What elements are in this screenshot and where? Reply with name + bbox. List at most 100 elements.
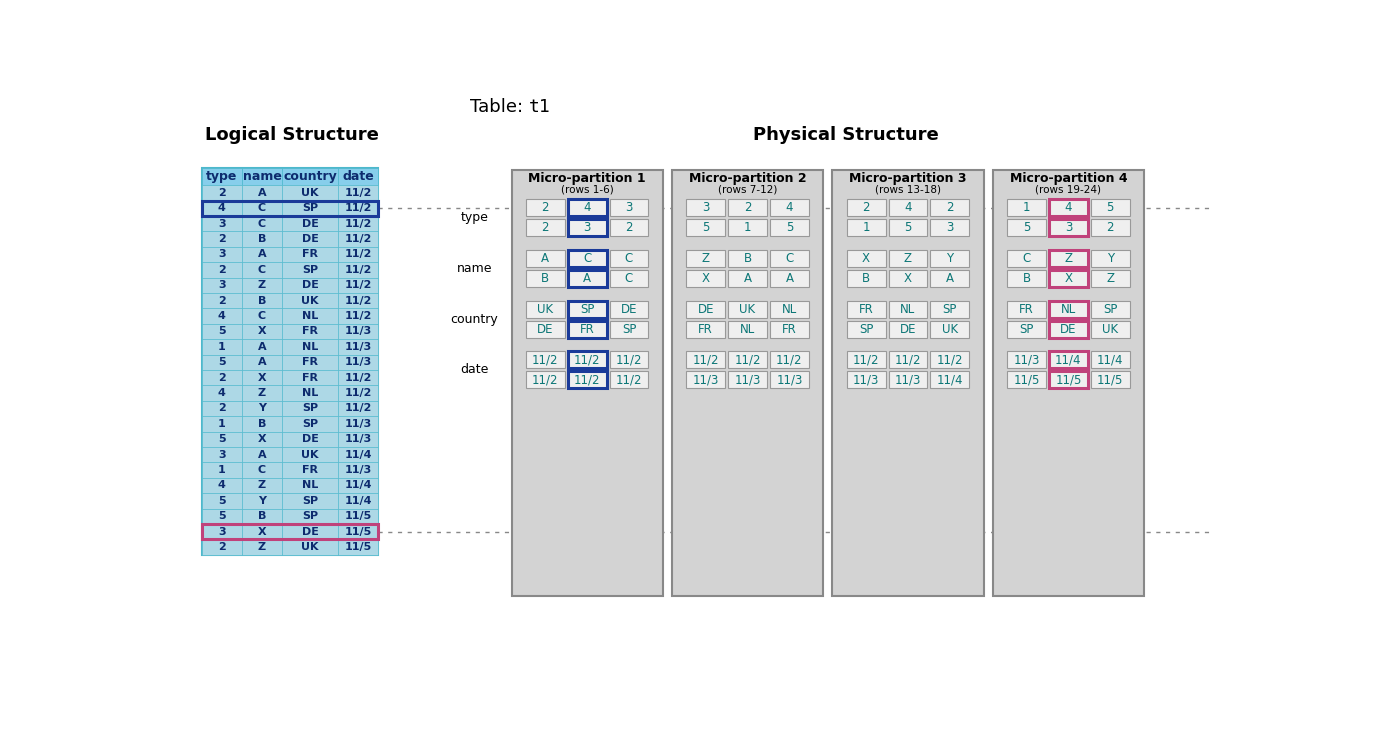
Text: 11/4: 11/4 <box>344 450 372 459</box>
Bar <box>728 301 767 318</box>
Bar <box>1007 199 1047 216</box>
Text: DE: DE <box>899 322 916 335</box>
Bar <box>770 219 808 236</box>
Text: 11/2: 11/2 <box>532 374 559 386</box>
Text: 11/4: 11/4 <box>344 480 372 490</box>
Text: A: A <box>744 272 752 285</box>
Bar <box>282 385 337 401</box>
Text: 5: 5 <box>702 221 709 234</box>
Bar <box>242 355 282 370</box>
Bar <box>282 262 337 277</box>
Text: X: X <box>257 327 266 336</box>
Bar <box>770 199 808 216</box>
Text: 3: 3 <box>584 221 591 234</box>
Text: 11/2: 11/2 <box>344 188 372 197</box>
Text: Z: Z <box>257 388 266 398</box>
Bar <box>1049 371 1088 388</box>
Bar <box>931 371 969 388</box>
Text: country: country <box>450 313 498 326</box>
Text: 3: 3 <box>218 526 226 537</box>
Text: DE: DE <box>698 302 713 316</box>
Bar <box>847 199 885 216</box>
Text: SP: SP <box>859 322 873 335</box>
Text: C: C <box>257 203 266 213</box>
Bar <box>770 301 808 318</box>
Text: 3: 3 <box>946 221 953 234</box>
Text: 4: 4 <box>905 201 912 214</box>
Bar <box>770 250 808 266</box>
Text: 11/2: 11/2 <box>616 353 642 366</box>
Text: A: A <box>582 272 591 285</box>
Bar <box>526 250 565 266</box>
Bar <box>201 370 242 385</box>
Text: 1: 1 <box>744 221 752 234</box>
Text: B: B <box>862 272 870 285</box>
Bar <box>610 352 649 368</box>
Bar <box>1091 199 1129 216</box>
Text: 4: 4 <box>218 203 226 213</box>
Bar <box>337 200 379 216</box>
Text: Y: Y <box>257 495 266 506</box>
Text: FR: FR <box>302 327 318 336</box>
Bar <box>567 301 606 318</box>
Text: Z: Z <box>257 542 266 552</box>
Text: 2: 2 <box>862 201 870 214</box>
Bar <box>282 355 337 370</box>
Text: 11/5: 11/5 <box>344 542 372 552</box>
Bar <box>242 462 282 478</box>
Text: 3: 3 <box>218 450 226 459</box>
Bar <box>337 462 379 478</box>
Text: UK: UK <box>739 302 756 316</box>
Text: (rows 1-6): (rows 1-6) <box>560 185 614 195</box>
Text: 11/2: 11/2 <box>344 203 372 213</box>
Bar <box>242 168 282 185</box>
Text: SP: SP <box>943 302 957 316</box>
Bar <box>282 524 337 539</box>
Bar <box>201 447 242 462</box>
Bar <box>1007 321 1047 338</box>
Text: 11/3: 11/3 <box>777 374 803 386</box>
Bar <box>728 270 767 287</box>
Bar <box>337 231 379 247</box>
Bar <box>1049 321 1088 338</box>
Bar <box>337 308 379 324</box>
Bar <box>282 539 337 555</box>
Text: SP: SP <box>302 404 318 413</box>
Bar <box>888 352 927 368</box>
Bar <box>201 355 242 370</box>
Bar <box>282 168 337 185</box>
Text: 2: 2 <box>218 234 226 244</box>
Bar <box>888 250 927 266</box>
Text: 11/4: 11/4 <box>1097 353 1124 366</box>
Text: (rows 13-18): (rows 13-18) <box>874 185 940 195</box>
Bar <box>201 432 242 447</box>
Bar <box>931 199 969 216</box>
Bar <box>1091 301 1129 318</box>
Bar <box>337 339 379 355</box>
Text: 11/2: 11/2 <box>777 353 803 366</box>
Bar <box>242 200 282 216</box>
Bar <box>931 270 969 287</box>
Bar <box>1007 352 1047 368</box>
Bar <box>201 524 379 539</box>
Text: DE: DE <box>302 234 318 244</box>
Text: 11/2: 11/2 <box>852 353 880 366</box>
Text: 11/2: 11/2 <box>344 265 372 275</box>
Text: 5: 5 <box>218 357 226 367</box>
Text: Z: Z <box>1106 272 1114 285</box>
Bar <box>567 352 606 368</box>
Bar <box>282 339 337 355</box>
Bar <box>242 539 282 555</box>
Bar <box>610 371 649 388</box>
Text: 1: 1 <box>218 465 226 475</box>
Text: B: B <box>541 272 549 285</box>
Text: C: C <box>257 265 266 275</box>
Bar <box>1091 219 1129 236</box>
Text: DE: DE <box>302 219 318 228</box>
Bar <box>1049 270 1088 287</box>
Text: 11/2: 11/2 <box>532 353 559 366</box>
Bar <box>337 447 379 462</box>
Bar <box>567 371 606 388</box>
Bar <box>201 168 242 185</box>
Bar <box>610 321 649 338</box>
